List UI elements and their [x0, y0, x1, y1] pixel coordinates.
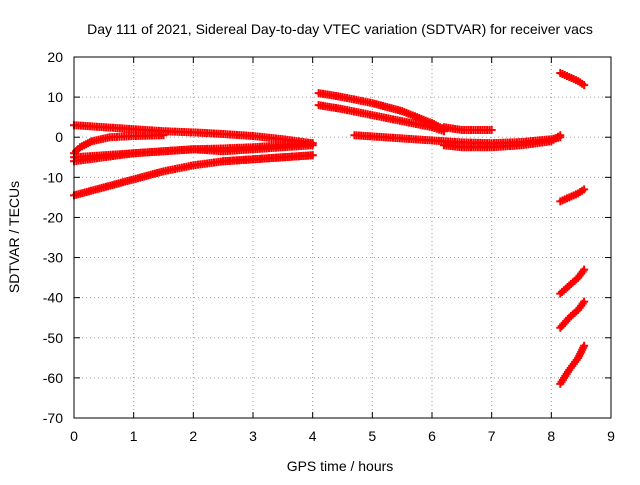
series-5: [70, 151, 317, 200]
y-tick-label: 0: [55, 129, 63, 145]
y-tick-label: -20: [43, 209, 63, 225]
x-tick-label: 2: [189, 428, 197, 444]
plot-frame: [73, 56, 612, 419]
y-tick-label: -50: [43, 330, 63, 346]
series-14: [556, 297, 589, 332]
data-point: [580, 265, 589, 274]
y-tick-label: -30: [43, 250, 63, 266]
data-point: [308, 151, 317, 160]
series-3: [70, 141, 317, 166]
chart-title: Day 111 of 2021, Sidereal Day-to-day VTE…: [87, 21, 593, 37]
x-tick-label: 7: [488, 428, 496, 444]
x-tick-label: 9: [607, 428, 615, 444]
series-10: [439, 131, 565, 152]
x-tick-label: 6: [428, 428, 436, 444]
x-tick-label: 5: [368, 428, 376, 444]
x-tick-label: 4: [309, 428, 317, 444]
x-tick-label: 3: [249, 428, 257, 444]
series-7: [314, 101, 448, 136]
series-12: [556, 185, 589, 206]
grid-layer: [74, 57, 611, 418]
y-tick-label: -60: [43, 370, 63, 386]
data-layer: [70, 69, 589, 388]
y-axis-label: SDTVAR / TECUs: [6, 181, 22, 293]
data-point: [580, 341, 589, 350]
data-point: [487, 126, 496, 135]
data-point: [580, 81, 589, 90]
y-tick-label: 10: [47, 89, 63, 105]
series-11: [556, 69, 589, 90]
x-tick-label: 8: [547, 428, 555, 444]
data-point: [556, 131, 565, 140]
x-axis-label: GPS time / hours: [287, 458, 394, 474]
y-tick-label: 20: [47, 49, 63, 65]
series-15: [556, 341, 589, 388]
data-point: [159, 131, 168, 140]
data-point: [308, 141, 317, 150]
x-tick-label: 1: [130, 428, 138, 444]
series-8: [439, 123, 496, 135]
tick-layer: 0 1 2 3 4 5 6 7 8 9 -70 -60 -50 -40 -30 -20 -10 0 10 20: [43, 49, 615, 444]
x-tick-label: 0: [70, 428, 78, 444]
y-tick-label: -40: [43, 290, 63, 306]
y-tick-label: -10: [43, 169, 63, 185]
y-tick-label: -70: [43, 410, 63, 426]
data-point: [580, 185, 589, 194]
data-point: [580, 297, 589, 306]
series-13: [556, 265, 589, 298]
